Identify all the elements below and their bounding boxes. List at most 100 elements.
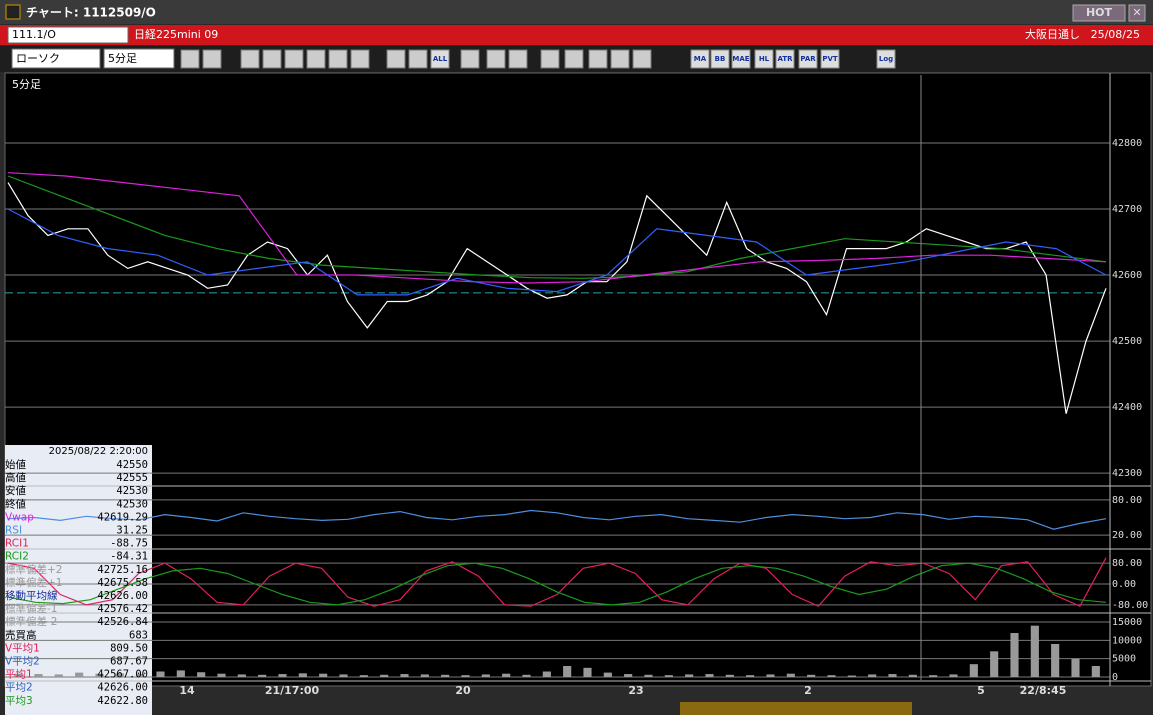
info-label: RSI: [5, 525, 22, 537]
info-value: 42622.80: [97, 695, 148, 707]
info-label: 平均3: [5, 695, 33, 707]
info-value: 809.50: [110, 642, 148, 654]
tool-button[interactable]: [754, 49, 774, 69]
volume-bar: [746, 675, 755, 678]
series-line: [7, 557, 1107, 607]
info-label: 標準偏差+1: [5, 576, 62, 589]
volume-bar: [461, 675, 470, 678]
volume-bar: [522, 674, 531, 678]
info-value: -88.75: [110, 538, 148, 550]
symbol-code: 111.1/O: [12, 28, 56, 41]
tool-button[interactable]: [240, 49, 260, 69]
y-tick-label: 80.00: [1112, 495, 1142, 506]
volume-bar: [685, 674, 694, 678]
y-tick-label: 42700: [1112, 204, 1142, 215]
volume-bar: [725, 674, 734, 678]
volume-bar: [766, 674, 775, 678]
tool-button[interactable]: [775, 49, 795, 69]
volume-bar: [542, 671, 551, 678]
volume-bar: [868, 674, 877, 678]
volume-bar: [95, 673, 104, 678]
info-panel: [5, 445, 152, 715]
volume-bar: [603, 672, 612, 678]
volume-bar: [380, 674, 389, 678]
tool-button[interactable]: [588, 49, 608, 69]
y-tick-label: -80.00: [1112, 600, 1148, 611]
info-value: 42530: [116, 485, 148, 497]
session-date: 25/08/25: [1091, 28, 1140, 41]
y-tick-label: 42400: [1112, 402, 1142, 413]
volume-bar: [339, 674, 348, 678]
tool-button[interactable]: [564, 49, 584, 69]
info-label: V平均1: [5, 642, 40, 654]
info-value: 42725.16: [97, 564, 148, 576]
tool-label: Log: [879, 55, 893, 63]
tool-button[interactable]: [876, 49, 896, 69]
tool-button[interactable]: [328, 49, 348, 69]
volume-bar: [115, 673, 124, 678]
tool-button[interactable]: [262, 49, 282, 69]
y-tick-label: 10000: [1112, 635, 1142, 646]
x-tick-label: 20: [455, 684, 471, 697]
title-bar: [0, 0, 1153, 24]
tool-button[interactable]: [632, 49, 652, 69]
volume-bar: [990, 651, 999, 678]
tool-button[interactable]: [710, 49, 730, 69]
volume-bar: [786, 673, 795, 678]
tool-button[interactable]: [386, 49, 406, 69]
volume-bar: [1051, 644, 1060, 678]
tool-button[interactable]: [284, 49, 304, 69]
volume-bar: [400, 674, 409, 678]
tool-button[interactable]: [408, 49, 428, 69]
symbol-combo[interactable]: [7, 26, 129, 44]
info-value: 683: [129, 629, 148, 641]
scrollbar-thumb[interactable]: [680, 702, 912, 715]
tool-label: ALL: [433, 55, 448, 63]
tool-button[interactable]: [540, 49, 560, 69]
volume-bar: [705, 674, 714, 678]
info-label: 安値: [5, 484, 26, 497]
tool-button[interactable]: [731, 49, 751, 69]
tool-button[interactable]: [690, 49, 710, 69]
volume-bar: [237, 674, 246, 678]
y-tick-label: 42800: [1112, 138, 1142, 149]
volume-bar: [908, 674, 917, 678]
tool-button[interactable]: [306, 49, 326, 69]
window-title: チャート: 1112509/O: [26, 6, 156, 20]
series-line: [7, 562, 1107, 606]
y-tick-label: 15000: [1112, 617, 1142, 628]
close-button[interactable]: [1128, 4, 1146, 22]
volume-bar: [888, 674, 897, 678]
y-tick-label: 0: [1112, 672, 1118, 683]
tool-button[interactable]: [486, 49, 506, 69]
info-label: V平均2: [5, 656, 40, 668]
tool-button[interactable]: [610, 49, 630, 69]
x-tick-label: 23: [628, 684, 643, 697]
volume-bar: [54, 674, 63, 678]
x-tick-label: 5: [977, 684, 985, 697]
tool-button[interactable]: [798, 49, 818, 69]
x-tick-label: 21/17:00: [265, 684, 320, 697]
session: 大阪日通し: [1025, 27, 1080, 41]
tool-button[interactable]: [820, 49, 840, 69]
tool-button[interactable]: [508, 49, 528, 69]
volume-bar: [1030, 625, 1039, 678]
info-value: 42555: [116, 472, 148, 484]
period-combo[interactable]: [103, 48, 175, 69]
info-label: 標準偏差-1: [5, 602, 57, 615]
tool-button[interactable]: [460, 49, 480, 69]
tool-button[interactable]: [202, 49, 222, 69]
hot-button[interactable]: [1072, 4, 1126, 22]
series-line: [7, 175, 1107, 279]
style-combo[interactable]: [11, 48, 101, 69]
volume-bar: [502, 673, 511, 678]
info-value: 31.25: [116, 525, 148, 537]
x-tick-label: 22/8:45: [1020, 684, 1067, 697]
tool-button[interactable]: [350, 49, 370, 69]
tool-button[interactable]: [430, 49, 450, 69]
period: 5分足: [108, 52, 137, 65]
volume-bar: [420, 674, 429, 678]
info-value: 42576.42: [97, 603, 148, 615]
tool-button[interactable]: [180, 49, 200, 69]
